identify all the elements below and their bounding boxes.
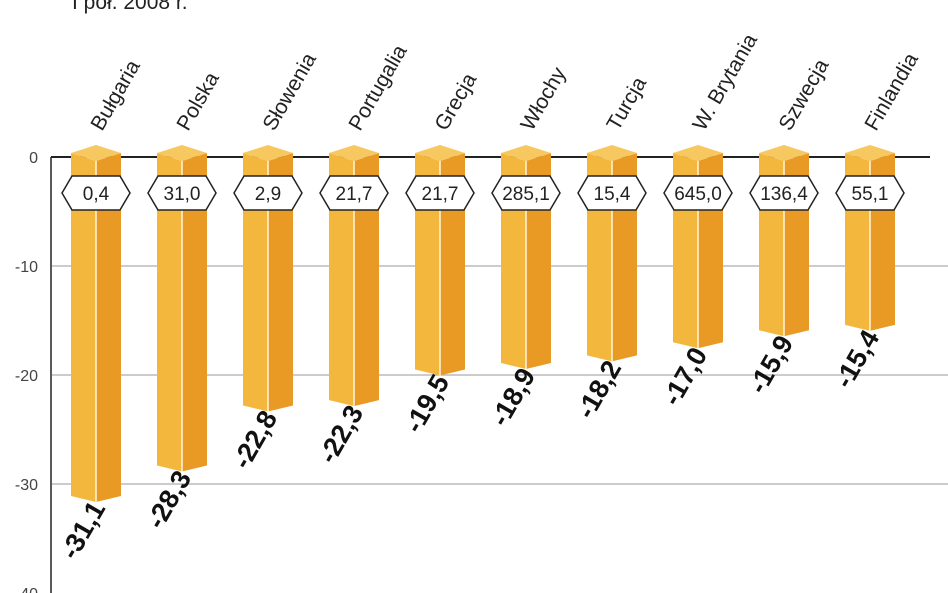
hex-badge (835, 175, 905, 211)
hex-value-label: 15,4 (594, 184, 631, 205)
hex-value-label: 21,7 (336, 184, 373, 205)
bar-cap (673, 145, 723, 161)
category-label: W. Brytania (688, 30, 762, 135)
value-label: -28,3 (140, 465, 197, 533)
value-label: -18,9 (484, 363, 541, 431)
category-label: Bułgaria (86, 56, 145, 135)
bar-cap (845, 145, 895, 161)
y-tick-label: -40 (15, 586, 38, 593)
bar-front-right (182, 153, 207, 472)
category-label: Turcja (602, 73, 651, 135)
value-label: -17,0 (656, 342, 713, 410)
bar-cap (415, 145, 465, 161)
hex-value-label: 285,1 (502, 184, 550, 205)
value-label: -22,8 (226, 406, 283, 474)
value-label: -22,3 (312, 400, 369, 468)
hex-badge (577, 175, 647, 211)
value-label: -15,4 (828, 325, 885, 393)
hex-value-label: 31,0 (164, 184, 201, 205)
bar-front-right (354, 153, 379, 407)
hex-badge (233, 175, 303, 211)
bar-front-right (96, 153, 121, 502)
bar-cap (501, 145, 551, 161)
category-label: Portugalia (344, 41, 411, 135)
bar-front-right (268, 153, 293, 412)
category-label: Polska (172, 68, 224, 134)
hex-value-label: 55,1 (852, 184, 889, 205)
value-label: -15,9 (742, 330, 799, 398)
bar-cap (759, 145, 809, 161)
y-tick-label: -20 (15, 368, 38, 385)
hex-value-label: 645,0 (674, 184, 722, 205)
bar-front-left (243, 153, 268, 412)
hex-value-label: 0,4 (83, 184, 110, 205)
value-label: -19,5 (398, 370, 455, 438)
bar-front-left (71, 153, 96, 502)
category-label: Włochy (516, 63, 571, 135)
hex-badge (147, 175, 217, 211)
bar-front-left (329, 153, 354, 407)
y-tick-label: 0 (29, 150, 38, 167)
bar-front-left (157, 153, 182, 472)
hex-badge (491, 175, 561, 211)
y-tick-label: -10 (15, 259, 38, 276)
hex-value-label: 21,7 (422, 184, 459, 205)
hex-value-label: 2,9 (255, 184, 281, 205)
hex-badge (61, 175, 131, 211)
value-label: -31,1 (54, 496, 111, 564)
y-tick-label: -30 (15, 477, 38, 494)
category-label: Grecja (430, 69, 481, 134)
category-label: Finlandia (860, 49, 923, 135)
bar-cap (587, 145, 637, 161)
hex-badge (749, 175, 819, 211)
bar-cap (329, 145, 379, 161)
chart-title: I poł. 2008 r. (72, 0, 188, 14)
hex-badge (319, 175, 389, 211)
value-label: -18,2 (570, 355, 627, 423)
hex-value-label: 136,4 (760, 184, 808, 205)
category-label: Słowenia (258, 49, 321, 135)
hex-badge (663, 175, 733, 211)
category-label: Szwecja (774, 55, 833, 134)
bar-cap (71, 145, 121, 161)
bar-cap (157, 145, 207, 161)
hex-badge (405, 175, 475, 211)
bar-cap (243, 145, 293, 161)
